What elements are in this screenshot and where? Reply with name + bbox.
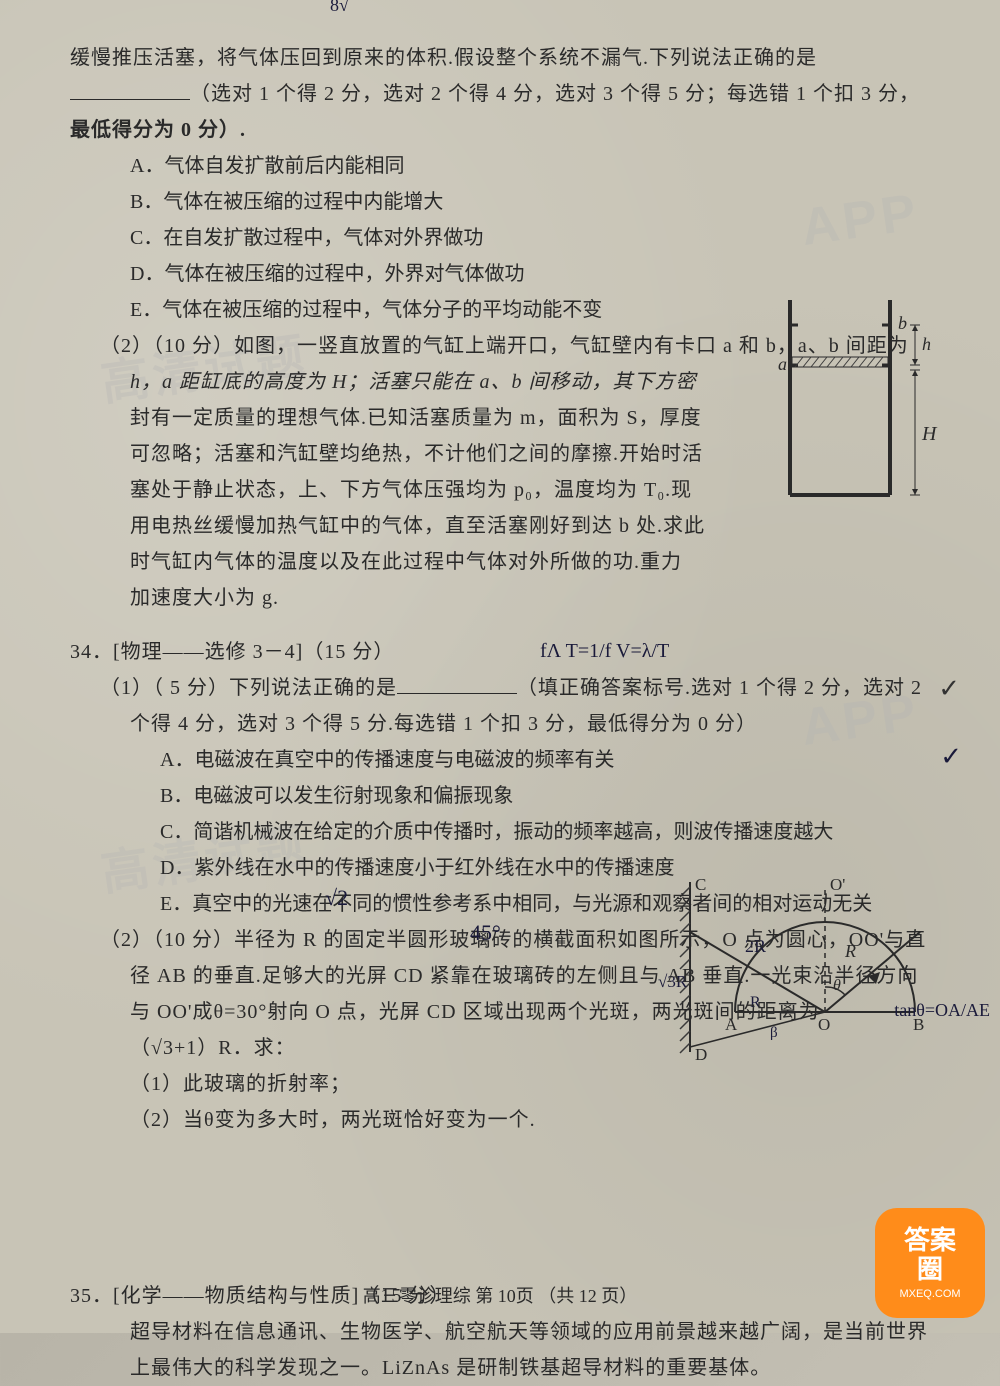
badge-url: MXEQ.COM — [899, 1288, 960, 1300]
q33-part2-line6: 用电热丝缓慢加热气缸中的气体，直至活塞刚好到达 b 处.求此 — [70, 508, 730, 544]
q33-option-d: D．气体在被压缩的过程中，外界对气体做功 — [70, 256, 930, 292]
q34-part2-line3: 与 OO'成θ=30°射向 O 点，光屏 CD 区域出现两个光斑，两光斑间的距离… — [70, 994, 930, 1030]
q34-option-d: D．紫外线在水中的传播速度小于红外线在水中的传播速度 — [70, 850, 930, 886]
q33-part2-line7: 时气缸内气体的温度以及在此过程中气体对外所做的功.重力 — [70, 544, 730, 580]
q33-part2-line3: 封有一定质量的理想气体.已知活塞质量为 m，面积为 S，厚度 — [70, 400, 730, 436]
q35-title: 35．[化学——物质结构与性质]（15 分） — [70, 1278, 930, 1314]
q34-option-b: B．电磁波可以发生衍射现象和偏振现象 — [70, 778, 930, 814]
q33-option-a: A．气体自发扩散前后内能相同 — [70, 148, 930, 184]
corner-badge: 答案 圈 MXEQ.COM — [875, 1208, 985, 1318]
q33-part2-line1: （2）（10 分）如图，一竖直放置的气缸上端开口，气缸壁内有卡口 a 和 b，a… — [70, 328, 930, 364]
q34-part1-intro: （1）（ 5 分）下列说法正确的是（填正确答案标号.选对 1 个得 2 分，选对… — [70, 670, 930, 706]
q34-part2-q1: （1）此玻璃的折射率； — [70, 1066, 930, 1102]
q33-part2-line8: 加速度大小为 g. — [70, 580, 730, 616]
q34-option-a: A．电磁波在真空中的传播速度与电磁波的频率有关 — [70, 742, 930, 778]
handwriting-check-e: ✓ — [940, 742, 962, 772]
q35-line1: 超导材料在信息通讯、生物医学、航空航天等领域的应用前景越来越广阔，是当前世界 — [70, 1314, 930, 1350]
q34-part2-line4: （√3+1）R．求： — [70, 1030, 930, 1066]
q34-part2-q2: （2）当θ变为多大时，两光斑恰好变为一个. — [70, 1102, 930, 1138]
q34-part2-line2: 径 AB 的垂直.足够大的光屏 CD 紧靠在玻璃砖的左侧且与 AB 垂直.一光束… — [70, 958, 930, 994]
handwriting-tan: tanθ=OA/AE — [894, 1000, 990, 1021]
q33-scoring: （选对 1 个得 2 分，选对 2 个得 4 分，选对 3 个得 5 分；每选错… — [190, 83, 920, 105]
q34-option-e: E．真空中的光速在不同的惯性参考系中相同，与光源和观察者间的相对运动无关 — [70, 886, 930, 922]
badge-line2: 圈 — [917, 1255, 943, 1284]
q33-option-e: E．气体在被压缩的过程中，气体分子的平均动能不变 — [70, 292, 930, 328]
handwriting-check-c: ✓ — [938, 674, 960, 704]
q35-line2: 上最伟大的科学发现之一。LiZnAs 是研制铁基超导材料的重要基体。 — [70, 1350, 930, 1386]
q34-part1-line2: 个得 4 分，选对 3 个得 5 分.每选错 1 个扣 3 分，最低得分为 0 … — [70, 706, 930, 742]
q33-intro-line3: 最低得分为 0 分）. — [70, 112, 930, 148]
q33-intro-line2: （选对 1 个得 2 分，选对 2 个得 4 分，选对 3 个得 5 分；每选错… — [70, 76, 930, 112]
q33-part2-line4: 可忽略；活塞和汽缸壁均绝热，不计他们之间的摩擦.开始时活 — [70, 436, 730, 472]
q34-title: 34．[物理——选修 3－4]（15 分） — [70, 634, 930, 670]
badge-line1: 答案 — [904, 1226, 956, 1255]
blank-answer — [70, 99, 190, 100]
q34-blank — [397, 693, 517, 694]
q33-option-b: B．气体在被压缩的过程中内能增大 — [70, 184, 930, 220]
main-content: 缓慢推压活塞，将气体压回到原来的体积.假设整个系统不漏气.下列说法正确的是 （选… — [70, 40, 930, 1386]
q33-intro-line1: 缓慢推压活塞，将气体压回到原来的体积.假设整个系统不漏气.下列说法正确的是 — [70, 40, 930, 76]
q33-part2-line2: h，a 距缸底的高度为 H；活塞只能在 a、b 间移动，其下方密 — [70, 364, 730, 400]
q34-option-c: C．简谐机械波在给定的介质中传播时，振动的频率越高，则波传播速度越大 — [70, 814, 930, 850]
q33-option-c: C．在自发扩散过程中，气体对外界做功 — [70, 220, 930, 256]
handwriting-top: 8√ — [330, 0, 349, 16]
handwriting-45deg: 45° — [470, 920, 501, 946]
handwriting-formula: fΛ T=1/f V=λ/T — [540, 640, 669, 663]
handwriting-sqrt2: √2 — [325, 885, 348, 911]
q33-part2-line5: 塞处于静止状态，上、下方气体压强均为 p₀，温度均为 T₀.现 — [70, 472, 730, 508]
